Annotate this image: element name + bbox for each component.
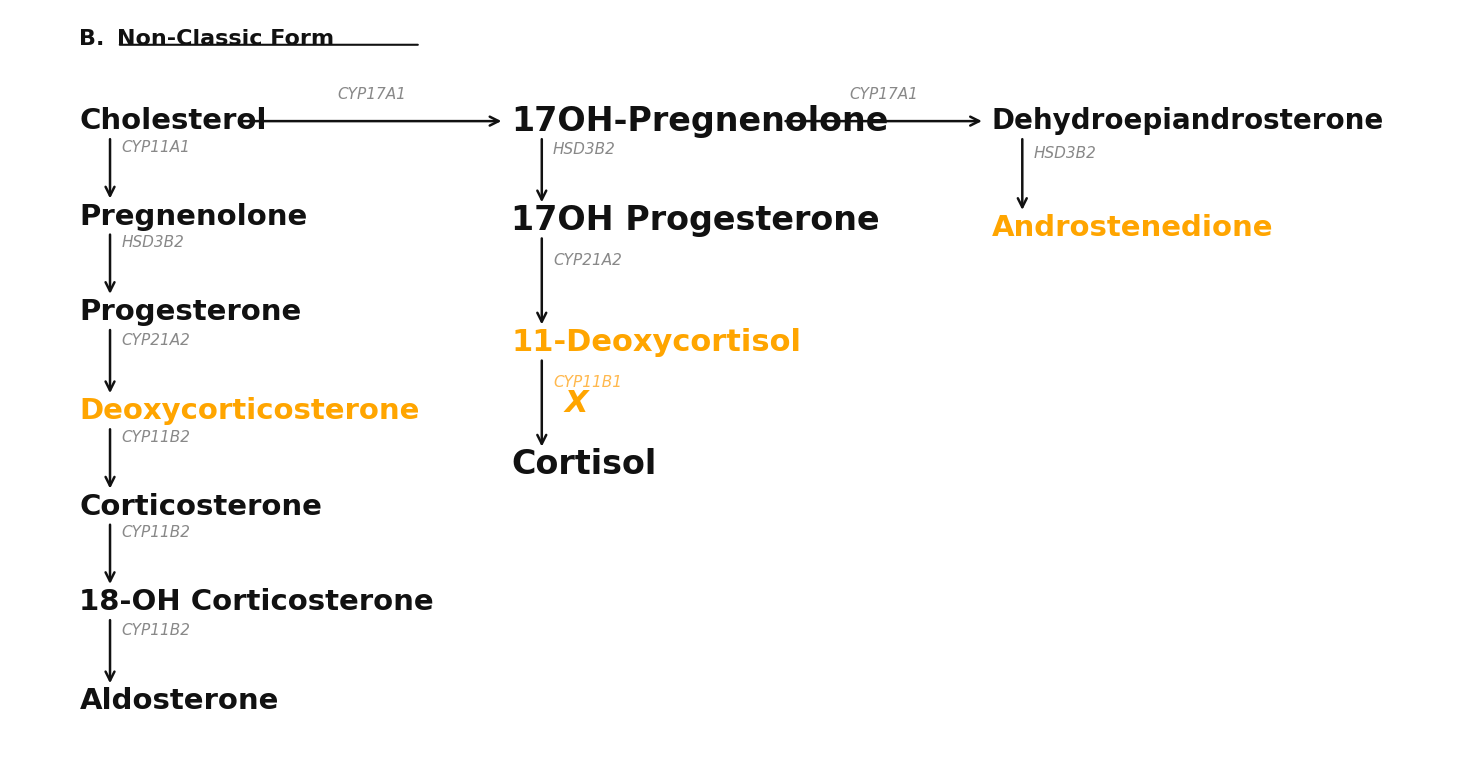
Text: HSD3B2: HSD3B2 (121, 235, 184, 251)
Text: Corticosterone: Corticosterone (79, 493, 322, 521)
Text: B.: B. (79, 29, 113, 49)
Text: HSD3B2: HSD3B2 (553, 141, 616, 157)
Text: HSD3B2: HSD3B2 (1034, 145, 1096, 161)
Text: Deoxycorticosterone: Deoxycorticosterone (79, 398, 420, 425)
Text: CYP11B2: CYP11B2 (121, 525, 190, 541)
Text: CYP11A1: CYP11A1 (121, 140, 190, 155)
Text: Progesterone: Progesterone (79, 298, 301, 326)
Text: X: X (564, 389, 588, 418)
Text: Cortisol: Cortisol (512, 448, 656, 481)
Text: Androstenedione: Androstenedione (991, 214, 1273, 242)
Text: Aldosterone: Aldosterone (79, 687, 279, 715)
Text: Pregnenolone: Pregnenolone (79, 202, 307, 231)
Text: CYP11B2: CYP11B2 (121, 623, 190, 638)
Text: CYP17A1: CYP17A1 (338, 87, 406, 102)
Text: 17OH-Pregnenolone: 17OH-Pregnenolone (512, 105, 889, 138)
Text: 18-OH Corticosterone: 18-OH Corticosterone (79, 588, 434, 616)
Text: Dehydroepiandrosterone: Dehydroepiandrosterone (991, 107, 1385, 135)
Text: CYP11B2: CYP11B2 (121, 430, 190, 445)
Text: CYP11B1: CYP11B1 (553, 375, 621, 390)
Text: CYP17A1: CYP17A1 (849, 87, 918, 102)
Text: CYP21A2: CYP21A2 (553, 252, 621, 268)
Text: Non-Classic Form: Non-Classic Form (117, 29, 335, 49)
Text: Cholesterol: Cholesterol (79, 107, 268, 135)
Text: CYP21A2: CYP21A2 (121, 333, 190, 348)
Text: 11-Deoxycortisol: 11-Deoxycortisol (512, 328, 801, 357)
Text: 17OH Progesterone: 17OH Progesterone (512, 204, 880, 237)
